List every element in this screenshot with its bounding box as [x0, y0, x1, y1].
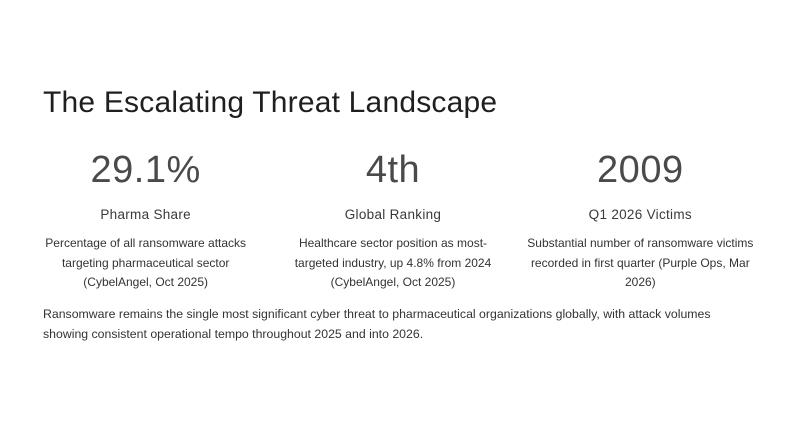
stat-value: 4th	[365, 149, 421, 191]
summary-paragraph: Ransomware remains the single most signi…	[43, 307, 711, 341]
stat-card-pharma-share: 29.1% Pharma Share Percentage of all ran…	[22, 146, 269, 293]
stat-label: Pharma Share	[100, 207, 191, 222]
stat-description: Healthcare sector position as most-targe…	[294, 236, 492, 289]
stat-description: Percentage of all ransomware attacks tar…	[45, 236, 247, 289]
stat-card-q1-victims: 2009 Q1 2026 Victims Substantial number …	[517, 146, 764, 293]
stat-card-global-ranking: 4th Global Ranking Healthcare sector pos…	[269, 146, 516, 293]
stat-label: Q1 2026 Victims	[588, 207, 692, 222]
slide-title: The Escalating Threat Landscape	[43, 86, 498, 119]
stat-label: Global Ranking	[344, 207, 442, 222]
stat-value: 2009	[597, 149, 684, 191]
stat-description: Substantial number of ransomware victims…	[527, 236, 754, 289]
stat-value: 29.1%	[90, 149, 201, 191]
stats-row: 29.1% Pharma Share Percentage of all ran…	[22, 146, 764, 293]
